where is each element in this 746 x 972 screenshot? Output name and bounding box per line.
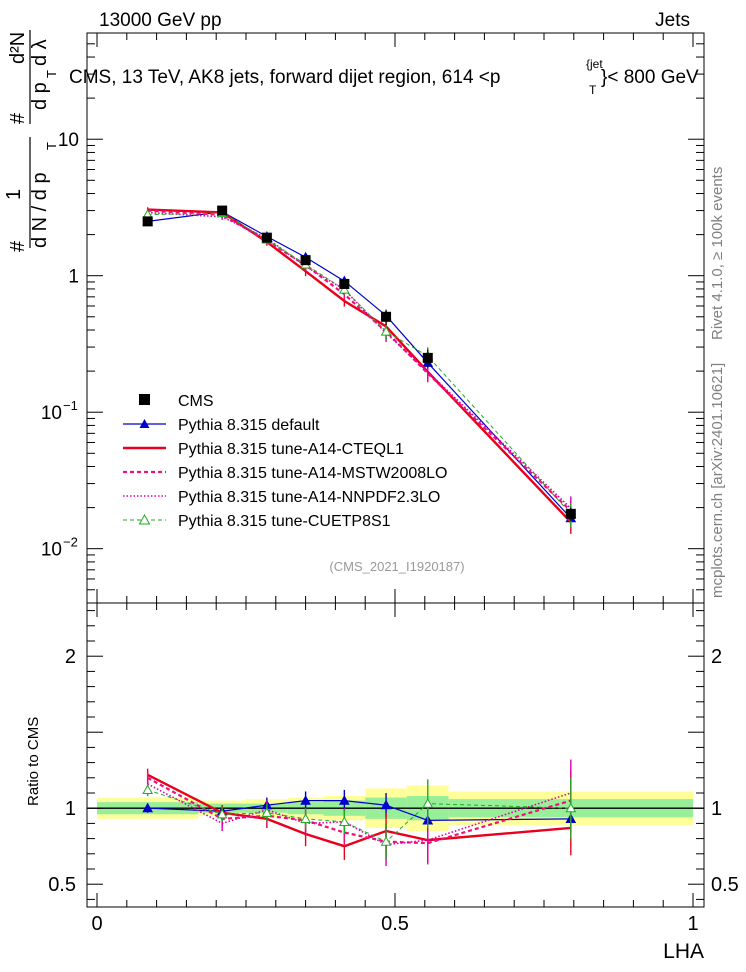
series-cuetp8s1-ratio-point: [261, 807, 273, 817]
cms-data-point: [142, 216, 153, 227]
x-axis-label: LHA: [663, 940, 704, 963]
ratio-tick-label: 1: [65, 798, 76, 820]
cms-data-point: [217, 205, 228, 216]
ylabel-dndpt: d N / d p: [29, 172, 51, 248]
series-cuetp8s1-ratio-point: [422, 798, 434, 808]
cms-data-point: [565, 508, 576, 519]
legend-cms-marker: [139, 394, 150, 405]
y-tick-label: 10: [41, 540, 62, 561]
ylabel-d2n: d²N: [7, 32, 29, 64]
cms-data-point: [261, 232, 272, 243]
series-cuetp8s1-ratio-point: [300, 813, 311, 823]
legend-default-marker: [139, 419, 150, 428]
series-cuetp8s1-ratio-point: [338, 816, 350, 826]
ratio-tick-label-right: 1: [711, 798, 722, 820]
series-default-ratio-point: [380, 799, 392, 810]
mcplots-label: mcplots.cern.ch [arXiv:2401.10621]: [709, 363, 726, 598]
ylabel-sub-t1: T: [44, 142, 59, 150]
series-cuetp8s1-ratio-point: [216, 808, 228, 819]
y-tick-exponent: −1: [63, 398, 78, 413]
legend-cms: CMS: [178, 393, 214, 410]
title-sub: T: [589, 83, 597, 97]
ylabel-one: 1: [3, 189, 25, 200]
series-cuetp8s1-ratio-point: [142, 784, 154, 795]
legend-mstw: Pythia 8.315 tune-A14-MSTW2008LO: [178, 465, 447, 482]
ratio-tick-label: 2: [65, 646, 76, 668]
y-tick-exponent: −2: [63, 535, 78, 550]
cms-data-point: [339, 278, 350, 289]
cms-data-point: [422, 352, 433, 363]
ratio-tick-label: 0.5: [48, 874, 76, 896]
series-lines: [142, 206, 577, 866]
cms-data-point: [300, 255, 311, 266]
ratio-y-label: Ratio to CMS: [25, 717, 42, 806]
x-tick-label: 0.5: [381, 913, 409, 935]
rivet-label: Rivet 4.1.0, ≥ 100k events: [709, 167, 726, 340]
legend-cteql1: Pythia 8.315 tune-A14-CTEQL1: [178, 441, 404, 458]
series-default-ratio-point: [338, 795, 350, 805]
title-main: CMS, 13 TeV, AK8 jets, forward dijet reg…: [69, 67, 500, 88]
y-tick-label: 10: [58, 130, 79, 151]
analysis-id: (CMS_2021_I1920187): [329, 559, 464, 574]
series-default-ratio-point: [300, 795, 311, 805]
x-tick-label: 0: [91, 913, 102, 935]
series-cuetp8s1-ratio-line: [147, 789, 571, 843]
x-tick-label: 1: [687, 913, 698, 935]
series-nnpdf-main-line: [147, 211, 572, 509]
legend-default: Pythia 8.315 default: [178, 417, 320, 434]
series-cuetp8s1-ratio-point: [380, 836, 392, 846]
ylabel-dpt: d p: [29, 82, 51, 110]
ylabel-sub-t2: T: [44, 70, 59, 78]
ratio-frame: [86, 602, 705, 908]
ylabel-hash2: #: [7, 112, 29, 124]
y-axis-label: # d N / d p T 1 d p T # d λ d²N: [3, 30, 59, 252]
y-tick-label: 10: [41, 403, 62, 424]
plot-title: CMS, 13 TeV, AK8 jets, forward dijet reg…: [69, 57, 699, 97]
legend-cuetp8s1-marker: [138, 513, 151, 525]
ylabel-dlambda: d λ: [29, 39, 51, 66]
series-mstw-ratio-line: [147, 776, 572, 845]
series-default-ratio-point: [142, 802, 154, 813]
legend-nnpdf: Pythia 8.315 tune-A14-NNPDF2.3LO: [178, 489, 440, 506]
series-default-ratio-line: [147, 799, 571, 821]
series-cuetp8s1-main-point: [380, 325, 392, 336]
series-cteql1-main-line: [147, 208, 572, 523]
legend-cuetp8s1: Pythia 8.315 tune-CUETP8S1: [178, 513, 391, 530]
process-label: Jets: [655, 10, 690, 31]
series-nnpdf-ratio-line: [147, 783, 572, 846]
series-cuetp8s1-ratio-point: [565, 802, 577, 813]
energy-label: 13000 GeV pp: [99, 10, 222, 31]
y-tick-label: 1: [68, 267, 79, 288]
title-sup: {jet: [586, 57, 603, 71]
data-points: [142, 205, 576, 521]
series-cuetp8s1-main-point: [338, 284, 350, 294]
series-cuetp8s1-main-line: [147, 212, 572, 515]
cms-data-point: [381, 311, 392, 322]
ratio-tick-label-right: 2: [711, 646, 722, 668]
ylabel-hash1: #: [7, 240, 29, 252]
ratio-tick-label-right: 0.5: [711, 874, 739, 896]
title-end: }< 800 GeV: [601, 67, 699, 88]
legend: CMS Pythia 8.315 default Pythia 8.315 tu…: [123, 393, 447, 530]
